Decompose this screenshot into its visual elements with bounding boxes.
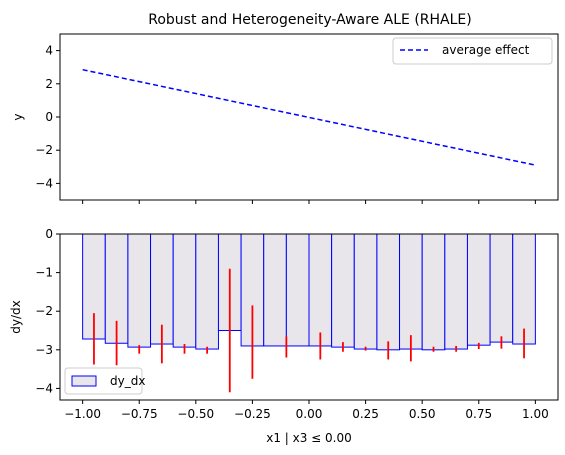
bottom-legend: dy_dx xyxy=(64,367,145,395)
bottom-y-axis-label: dy/dx xyxy=(9,300,23,333)
average-effect-line xyxy=(82,68,536,166)
top-x-axis-ticks xyxy=(82,200,536,204)
dy-dx-bar xyxy=(421,233,446,351)
dy-dx-bar xyxy=(489,233,514,343)
dy-dx-bar xyxy=(512,233,536,345)
dy-dx-bar xyxy=(444,233,468,350)
bottom-x-tick-label: 0.50 xyxy=(409,407,436,421)
dy-dx-bar xyxy=(172,233,197,348)
bottom-y-tick-label: −3 xyxy=(35,343,53,357)
dy-dx-bar xyxy=(331,233,355,348)
dy-dx-bar xyxy=(399,233,423,350)
bottom-y-tick-label: 0 xyxy=(45,227,53,241)
bottom-x-tick-label: −0.50 xyxy=(177,407,214,421)
bottom-y-axis-ticks: −4 −3 −2 −1 0 xyxy=(35,227,60,395)
top-legend: average effect xyxy=(392,37,553,65)
bottom-x-tick-label: 0.25 xyxy=(352,407,379,421)
average-effect-plot-area xyxy=(82,68,536,166)
dy-dx-bar xyxy=(263,233,287,347)
dy-dx-bar xyxy=(308,233,333,347)
dy-dx-bar xyxy=(466,233,491,346)
bottom-x-tick-label: −0.75 xyxy=(121,407,158,421)
bottom-x-tick-label: 0.75 xyxy=(465,407,492,421)
top-legend-box xyxy=(392,37,553,65)
bottom-x-axis-ticks: −1.00 −0.75 −0.50 −0.25 0.00 0.25 0.50 0.75 1.00 xyxy=(64,400,549,421)
dy-dx-error-bars xyxy=(93,268,525,393)
top-y-axis-ticks: −4 −2 0 2 4 xyxy=(35,44,60,190)
dy-dx-legend-label: dy_dx xyxy=(110,374,145,388)
dy-dx-bar xyxy=(127,233,152,348)
top-y-tick-label: −2 xyxy=(35,143,53,157)
bottom-y-tick-label: −4 xyxy=(35,381,53,395)
dy-dx-bar xyxy=(195,233,219,350)
bottom-panel: −4 −3 −2 −1 0 −1.00 −0.75 −0.50 −0.25 0.00 0.25 0.… xyxy=(9,227,559,445)
figure-title: Robust and Heterogeneity-Aware ALE (RHAL… xyxy=(148,12,471,28)
top-y-axis-label: y xyxy=(11,113,25,120)
bottom-y-tick-label: −2 xyxy=(35,304,53,318)
dy-dx-bars xyxy=(82,233,536,351)
average-effect-legend-label: average effect xyxy=(442,43,530,57)
bottom-y-tick-label: −1 xyxy=(35,266,53,280)
bottom-x-tick-label: −1.00 xyxy=(64,407,101,421)
bottom-x-tick-label: 0.00 xyxy=(296,407,323,421)
bottom-x-tick-label: 1.00 xyxy=(522,407,549,421)
top-y-tick-label: 0 xyxy=(45,110,53,124)
dy-dx-bar xyxy=(376,233,401,351)
top-y-tick-label: 4 xyxy=(45,44,53,58)
x-axis-label: x1 | x3 ≤ 0.00 xyxy=(266,431,352,445)
bottom-x-tick-label: −0.25 xyxy=(234,407,271,421)
dy-dx-bar xyxy=(353,233,378,350)
dy-dx-legend-swatch xyxy=(71,375,97,387)
top-y-tick-label: 2 xyxy=(45,77,53,91)
top-panel: −4 −2 0 2 4 y average effect xyxy=(11,33,559,204)
dy-dx-bar xyxy=(285,233,310,347)
top-y-tick-label: −4 xyxy=(35,176,53,190)
bottom-legend-box xyxy=(64,367,143,395)
